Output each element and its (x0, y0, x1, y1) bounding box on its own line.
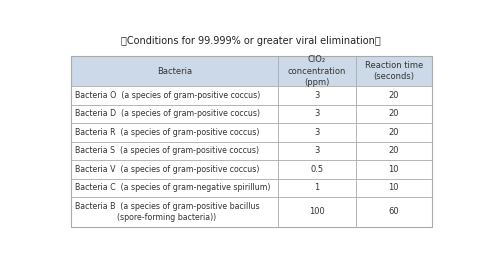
Text: Bacteria R  (a species of gram-positive coccus): Bacteria R (a species of gram-positive c… (74, 128, 259, 137)
Text: 3: 3 (314, 91, 319, 100)
Text: Bacteria B  (a species of gram-positive bacillus
(spore-forming bacteria)): Bacteria B (a species of gram-positive b… (74, 202, 259, 222)
Text: 0.5: 0.5 (310, 165, 323, 174)
Text: 20: 20 (389, 128, 399, 137)
Text: 10: 10 (389, 183, 399, 192)
Text: Bacteria O  (a species of gram-positive coccus): Bacteria O (a species of gram-positive c… (74, 91, 260, 100)
Text: Bacteria D  (a species of gram-positive coccus): Bacteria D (a species of gram-positive c… (74, 109, 260, 118)
Text: 20: 20 (389, 91, 399, 100)
Text: ClO₂
concentration
(ppm): ClO₂ concentration (ppm) (288, 55, 346, 87)
Text: 【Conditions for 99.999% or greater viral elimination】: 【Conditions for 99.999% or greater viral… (121, 36, 381, 46)
Text: 60: 60 (388, 207, 399, 216)
Text: Bacteria: Bacteria (157, 67, 192, 76)
Text: 20: 20 (389, 109, 399, 118)
Text: Reaction time
(seconds): Reaction time (seconds) (365, 61, 423, 82)
Text: 100: 100 (309, 207, 325, 216)
Bar (71, 56, 432, 86)
Text: 10: 10 (389, 165, 399, 174)
Text: Bacteria S  (a species of gram-positive coccus): Bacteria S (a species of gram-positive c… (74, 146, 259, 155)
Text: 3: 3 (314, 109, 319, 118)
Text: 1: 1 (315, 183, 319, 192)
Text: Bacteria C  (a species of gram-negative spirillum): Bacteria C (a species of gram-negative s… (74, 183, 270, 192)
Text: 3: 3 (314, 146, 319, 155)
Text: Bacteria V  (a species of gram-positive coccus): Bacteria V (a species of gram-positive c… (74, 165, 259, 174)
Text: 3: 3 (314, 128, 319, 137)
Text: 20: 20 (389, 146, 399, 155)
Bar (71, 56, 432, 227)
